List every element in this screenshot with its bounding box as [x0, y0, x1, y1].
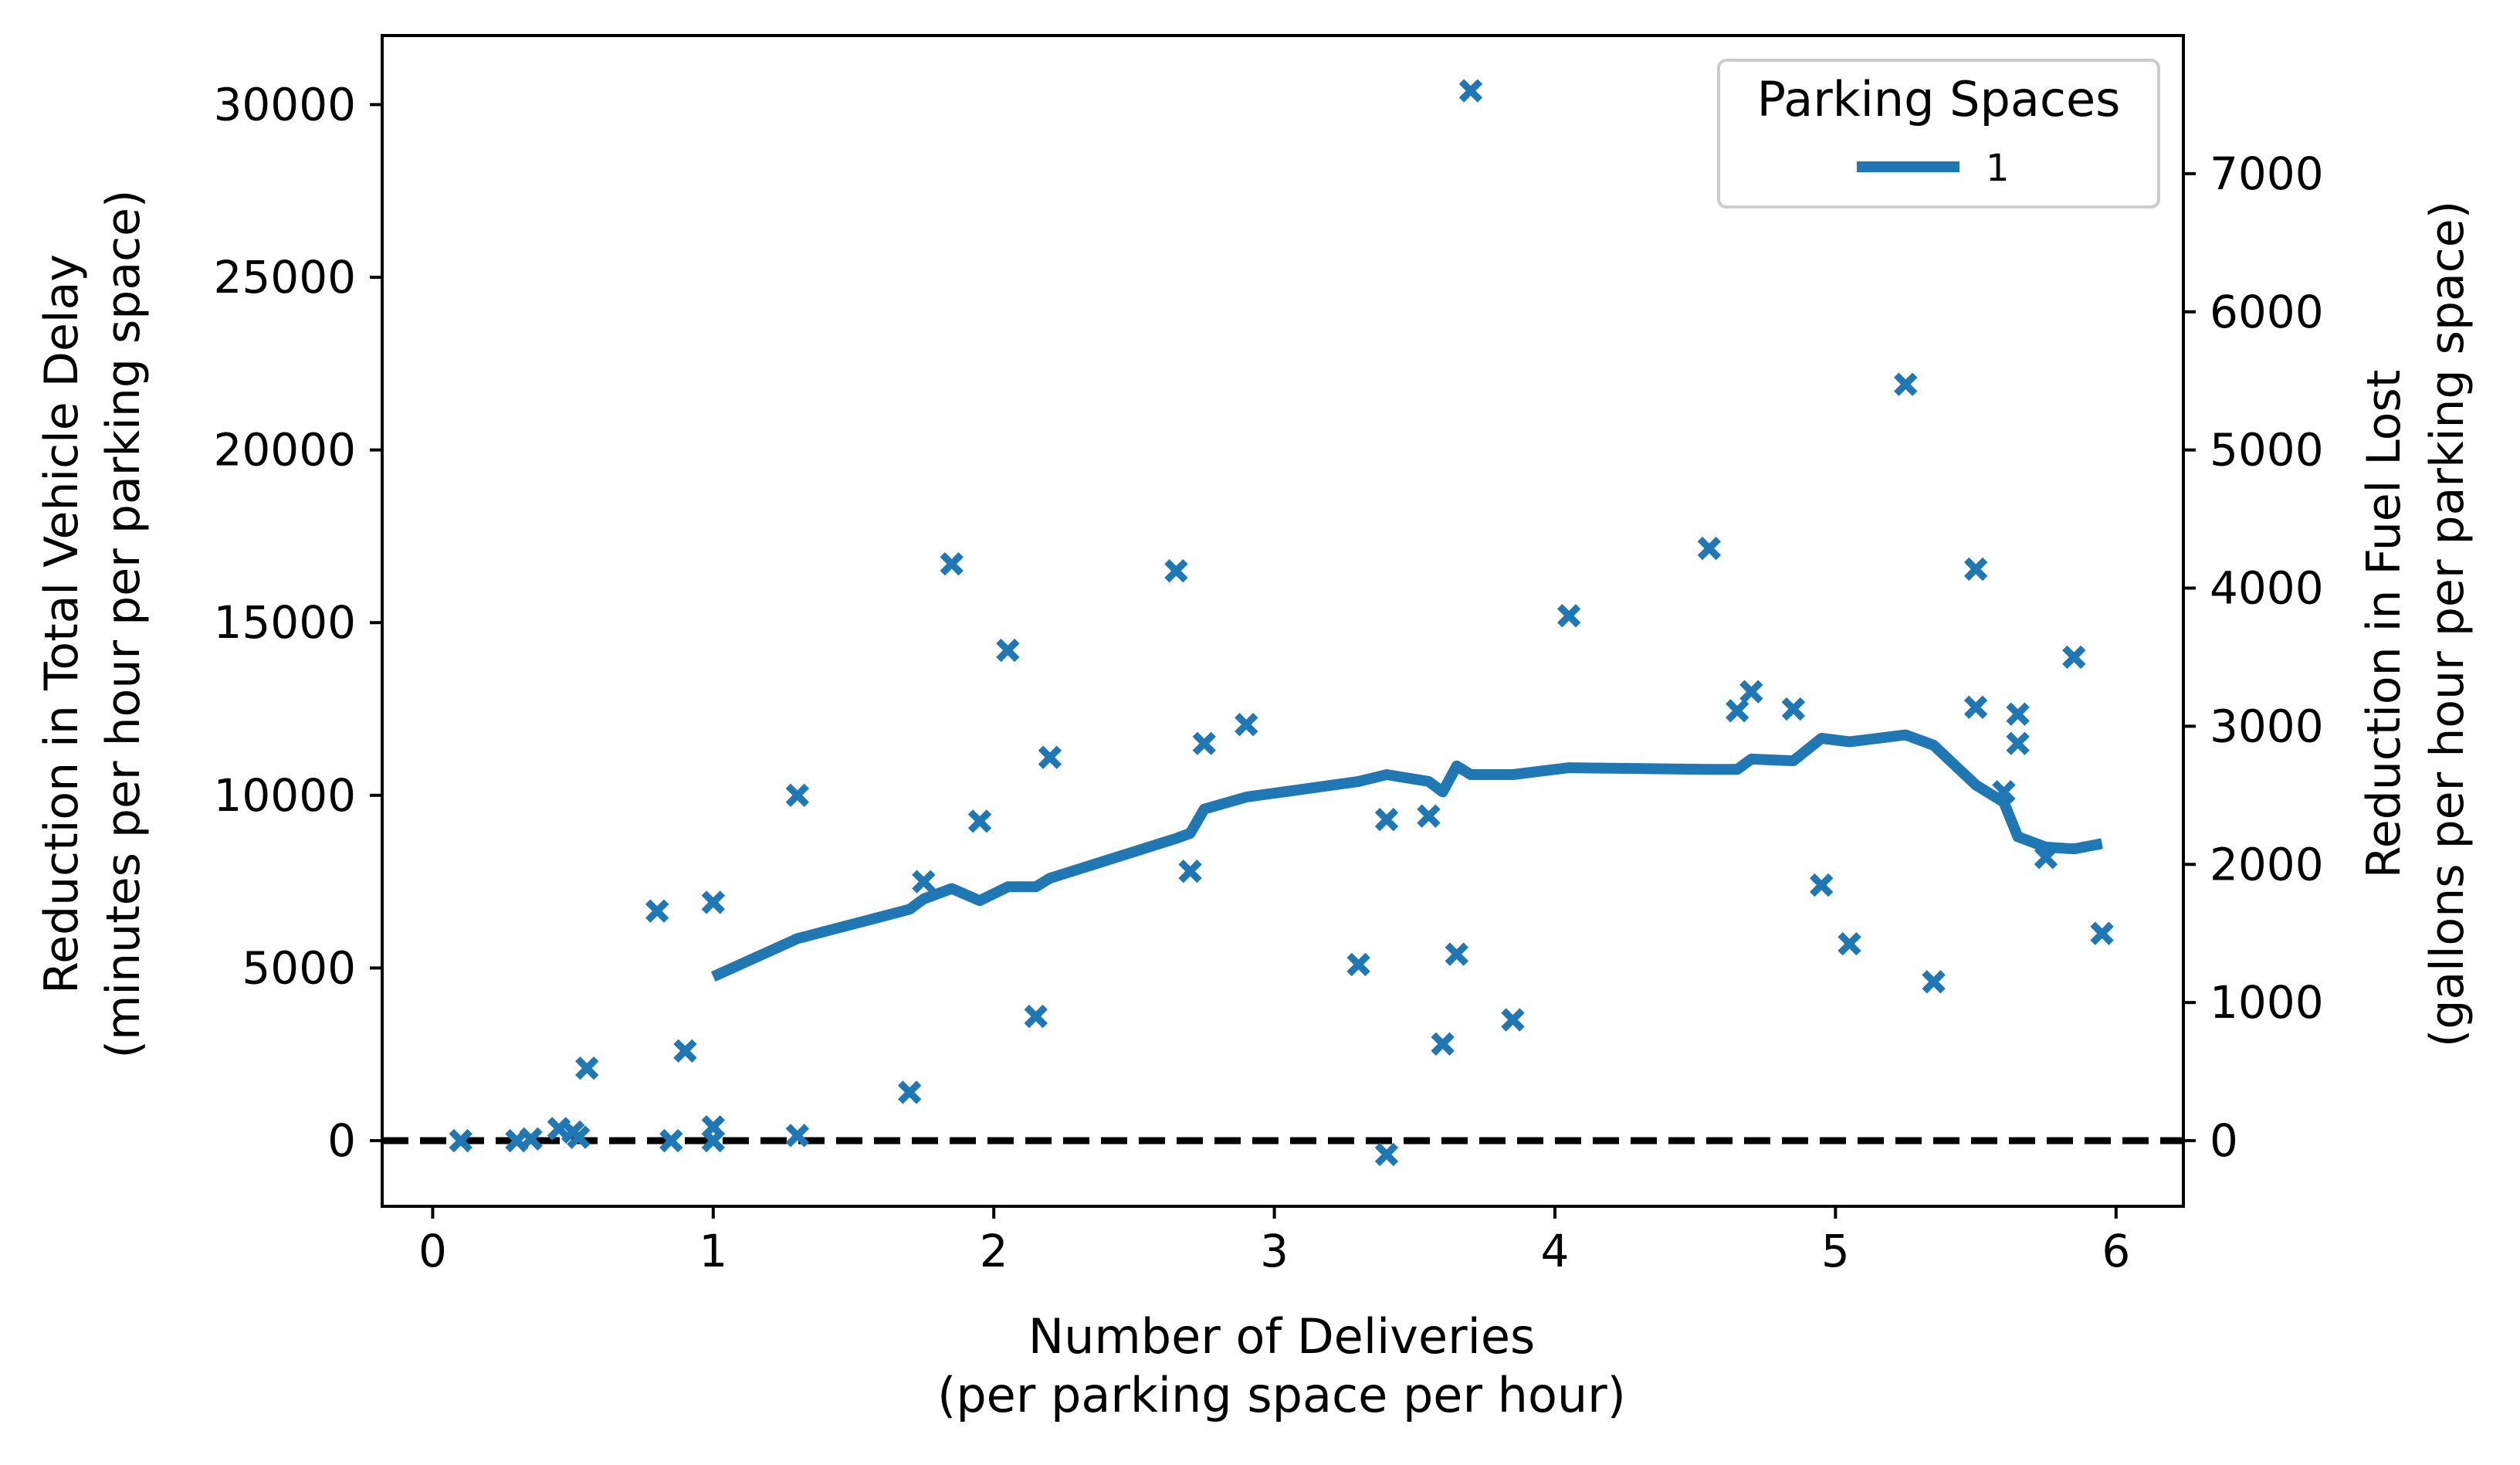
- y-right-tick-label-2000: 2000: [2210, 838, 2324, 890]
- y-right-tick-label-4000: 4000: [2210, 562, 2324, 615]
- x-tick-label-3: 3: [1260, 1225, 1289, 1277]
- scatter-point-44: [1963, 695, 1988, 719]
- scatter-point-2: [519, 1127, 543, 1151]
- y-axis-left: 0 5000 10000 15000 20000 25000 30000: [213, 78, 382, 1167]
- scatter-point-7: [645, 899, 669, 923]
- scatter-point-34: [1556, 604, 1581, 628]
- y-left-tick-label-30000: 30000: [213, 78, 356, 131]
- scatter-point-0: [449, 1128, 472, 1153]
- scatter-point-41: [1894, 372, 1918, 396]
- scatter-point-40: [1838, 931, 1861, 956]
- y-left-tick-label-25000: 25000: [213, 251, 356, 304]
- scatter-point-17: [940, 552, 964, 576]
- scatter-point-23: [1178, 860, 1202, 883]
- y-left-tick-label-20000: 20000: [213, 424, 356, 476]
- scatter-point-36: [1726, 699, 1749, 723]
- y-axis-right-label-line2: (gallons per hour per parking space): [2420, 201, 2474, 1047]
- scatter-point-22: [1164, 558, 1188, 583]
- y-left-tick-label-0: 0: [327, 1114, 356, 1167]
- scatter-point-43: [1963, 557, 1988, 582]
- scatter-point-39: [1810, 873, 1834, 897]
- plot-area: [381, 34, 2185, 1208]
- scatter-point-25: [1235, 712, 1258, 737]
- scatter-point-27: [1374, 807, 1399, 832]
- x-tick-label-1: 1: [699, 1225, 727, 1277]
- scatter-point-33: [1501, 1008, 1525, 1032]
- x-tick-label-2: 2: [980, 1225, 1008, 1277]
- scatter-point-30: [1431, 1032, 1455, 1056]
- scatter-point-20: [1024, 1004, 1048, 1029]
- scatter-point-29: [1417, 804, 1441, 828]
- scatter-point-12: [701, 1128, 725, 1153]
- scatter-point-13: [785, 783, 810, 808]
- scatter-point-35: [1697, 536, 1722, 561]
- y-right-tick-label-0: 0: [2210, 1114, 2238, 1167]
- scatter-point-19: [996, 638, 1020, 663]
- legend-title: Parking Spaces: [1757, 71, 2121, 127]
- trend-line: [710, 729, 2103, 982]
- x-axis: 0 1 2 3 4 5 6: [418, 1206, 2130, 1277]
- y-axis-left-label-line1: Reduction in Total Vehicle Delay: [35, 254, 89, 994]
- x-tick-label-6: 6: [2102, 1225, 2130, 1277]
- y-right-tick-label-1000: 1000: [2210, 976, 2324, 1029]
- scatter-point-28: [1374, 1142, 1399, 1167]
- scatter-point-42: [1922, 970, 1946, 994]
- scatter-point-32: [1458, 79, 1483, 103]
- plot-frame: [381, 34, 2185, 1208]
- scatter-point-6: [575, 1056, 599, 1080]
- scatter-point-46: [2006, 702, 2030, 726]
- scatter-point-38: [1781, 697, 1806, 721]
- x-axis-label-line2: (per parking space per hour): [937, 1367, 1626, 1423]
- legend-frame: [1717, 59, 2160, 209]
- y-axis-right: 0 1000 2000 3000 4000 5000 6000 7000: [2183, 148, 2324, 1167]
- scatter-point-50: [2090, 921, 2114, 945]
- x-tick-label-4: 4: [1541, 1225, 1570, 1277]
- scatter-point-31: [1445, 942, 1468, 966]
- scatter-point-37: [1739, 680, 1763, 704]
- x-axis-label-line1: Number of Deliveries: [1028, 1308, 1536, 1365]
- y-axis-right-label-line1: Reduction in Fuel Lost: [2357, 370, 2411, 879]
- y-right-tick-label-6000: 6000: [2210, 286, 2324, 338]
- x-tick-label-0: 0: [418, 1225, 447, 1277]
- y-left-tick-label-10000: 10000: [213, 769, 356, 822]
- scatter-point-47: [2006, 731, 2030, 755]
- scatter-point-15: [897, 1080, 922, 1104]
- scatter-point-8: [659, 1128, 683, 1153]
- scatter-point-10: [701, 890, 725, 914]
- y-right-tick-label-3000: 3000: [2210, 700, 2324, 752]
- y-right-tick-label-5000: 5000: [2210, 424, 2324, 476]
- scatter-point-9: [673, 1039, 697, 1063]
- scatter-point-14: [785, 1124, 810, 1148]
- legend-entry-label: 1: [1986, 147, 2010, 190]
- scatter-point-18: [967, 809, 992, 833]
- scatter-point-16: [912, 870, 936, 894]
- x-tick-label-5: 5: [1821, 1225, 1850, 1277]
- y-left-tick-label-15000: 15000: [213, 596, 356, 649]
- scatter-point-21: [1038, 745, 1062, 769]
- scatter-point-26: [1346, 952, 1370, 977]
- scatter-point-5: [567, 1125, 591, 1149]
- y-left-tick-label-5000: 5000: [242, 941, 356, 994]
- y-right-tick-label-7000: 7000: [2210, 148, 2324, 200]
- y-axis-left-label-line2: (minutes per hour per parking space): [97, 190, 151, 1059]
- legend: Parking Spaces 1: [1717, 59, 2160, 209]
- scatter-point-24: [1192, 731, 1216, 755]
- scatter-point-49: [2062, 645, 2086, 670]
